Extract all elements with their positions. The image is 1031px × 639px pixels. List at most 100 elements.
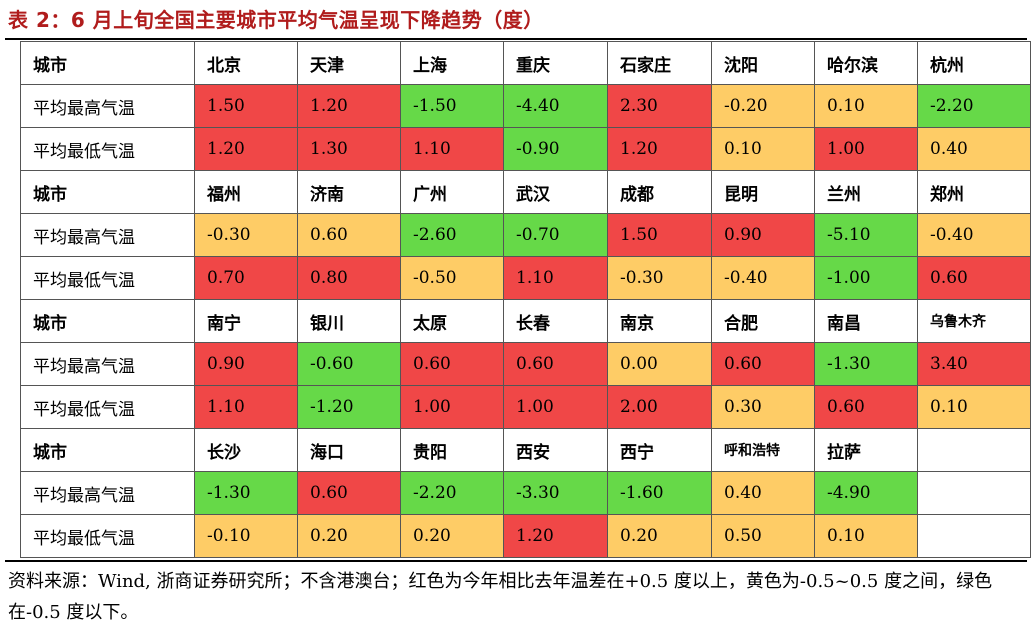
city-name: 长春 (503, 299, 608, 343)
city-name: 石家庄 (607, 41, 712, 85)
city-name: 兰州 (814, 170, 918, 214)
row-label: 平均最低气温 (20, 385, 195, 429)
city-name: 呼和浩特 (711, 428, 815, 472)
temperature-cell: 0.90 (194, 342, 298, 386)
city-header-label: 城市 (20, 41, 195, 85)
row-label: 平均最高气温 (20, 213, 195, 257)
city-name: 拉萨 (814, 428, 918, 472)
table-row: 平均最低气温 -0.10 0.20 0.20 1.20 0.20 0.50 0.10 (20, 514, 1031, 558)
temperature-cell: 1.20 (503, 514, 608, 558)
city-name: 银川 (297, 299, 401, 343)
city-name: 重庆 (503, 41, 608, 85)
city-name: 天津 (297, 41, 401, 85)
temperature-cell: -0.90 (503, 127, 608, 171)
temperature-cell: 0.20 (400, 514, 504, 558)
city-name: 西安 (503, 428, 608, 472)
city-name: 福州 (194, 170, 298, 214)
temperature-cell: 0.10 (814, 84, 918, 128)
city-header-row: 城市 北京 天津 上海 重庆 石家庄 沈阳 哈尔滨 杭州 (20, 41, 1031, 85)
temperature-cell: 1.30 (297, 127, 401, 171)
city-name: 广州 (400, 170, 504, 214)
temperature-cell: -0.70 (503, 213, 608, 257)
city-name: 上海 (400, 41, 504, 85)
temperature-cell: 0.80 (297, 256, 401, 300)
city-name: 武汉 (503, 170, 608, 214)
temperature-cell: -1.30 (194, 471, 298, 515)
city-name: 昆明 (711, 170, 815, 214)
temperature-cell: -0.30 (194, 213, 298, 257)
city-header-label: 城市 (20, 428, 195, 472)
city-name: 贵阳 (400, 428, 504, 472)
temperature-cell: -2.60 (400, 213, 504, 257)
city-name: 合肥 (711, 299, 815, 343)
temperature-cell: 0.60 (400, 342, 504, 386)
temperature-cell: 1.20 (194, 127, 298, 171)
city-name: 杭州 (917, 41, 1031, 85)
temperature-cell: -3.30 (503, 471, 608, 515)
temperature-cell (917, 514, 1031, 558)
table-row: 平均最低气温 0.70 0.80 -0.50 1.10 -0.30 -0.40 -1.00 0.… (20, 256, 1031, 300)
temperature-cell: 1.10 (194, 385, 298, 429)
temperature-cell: -1.30 (814, 342, 918, 386)
city-name: 西宁 (607, 428, 712, 472)
city-header-row: 城市 南宁 银川 太原 长春 南京 合肥 南昌 乌鲁木齐 (20, 299, 1031, 343)
temperature-cell: 1.00 (503, 385, 608, 429)
table-body: 城市 北京 天津 上海 重庆 石家庄 沈阳 哈尔滨 杭州 平均最高气温 1.50 1.20 -1.50-… (20, 41, 1031, 558)
city-name: 北京 (194, 41, 298, 85)
temperature-cell: 0.00 (607, 342, 712, 386)
temperature-cell: 0.10 (711, 127, 815, 171)
city-header-row: 城市 福州 济南 广州 武汉 成都 昆明 兰州 郑州 (20, 170, 1031, 214)
city-name: 长沙 (194, 428, 298, 472)
table-title: 表 2：6 月上旬全国主要城市平均气温呈现下降趋势（度） (8, 8, 544, 32)
city-name: 沈阳 (711, 41, 815, 85)
row-label: 平均最低气温 (20, 127, 195, 171)
city-header-row: 城市 长沙 海口 贵阳 西安 西宁 呼和浩特 拉萨 (20, 428, 1031, 472)
temperature-cell: 0.10 (814, 514, 918, 558)
temperature-cell: -0.20 (711, 84, 815, 128)
city-name: 南宁 (194, 299, 298, 343)
temperature-cell: 0.60 (711, 342, 815, 386)
temperature-cell: -0.50 (400, 256, 504, 300)
temperature-cell: 1.00 (400, 385, 504, 429)
temperature-cell: -1.00 (814, 256, 918, 300)
temperature-cell (917, 471, 1031, 515)
table-row: 平均最高气温 1.50 1.20 -1.50 -4.40 2.30 -0.20 0.10 -2.… (20, 84, 1031, 128)
temperature-cell: -4.90 (814, 471, 918, 515)
city-name (917, 428, 1031, 472)
source-note: 资料来源：Wind, 浙商证券研究所；不含港澳台；红色为今年相比去年温差在+0.… (8, 571, 993, 623)
temperature-cell: 0.50 (711, 514, 815, 558)
temperature-cell: -1.60 (607, 471, 712, 515)
city-name: 海口 (297, 428, 401, 472)
temperature-cell: 0.30 (711, 385, 815, 429)
city-name: 济南 (297, 170, 401, 214)
temperature-cell: -2.20 (917, 84, 1031, 128)
temperature-cell: -4.40 (503, 84, 608, 128)
row-label: 平均最高气温 (20, 84, 195, 128)
city-name: 南昌 (814, 299, 918, 343)
temperature-cell: -0.40 (711, 256, 815, 300)
temperature-cell: 0.60 (297, 471, 401, 515)
temperature-cell: 0.20 (297, 514, 401, 558)
temperature-cell: -0.30 (607, 256, 712, 300)
temperature-cell: 1.20 (297, 84, 401, 128)
temperature-cell: 1.00 (814, 127, 918, 171)
temperature-cell: 3.40 (917, 342, 1031, 386)
city-name: 南京 (607, 299, 712, 343)
table-row: 平均最高气温 -0.30 0.60 -2.60 -0.70 1.50 0.90 -5.10 -0… (20, 213, 1031, 257)
city-name: 太原 (400, 299, 504, 343)
row-label: 平均最低气温 (20, 256, 195, 300)
temperature-cell: 0.20 (607, 514, 712, 558)
temperature-cell: 1.10 (400, 127, 504, 171)
temperature-cell: 1.50 (607, 213, 712, 257)
temperature-cell: 0.60 (297, 213, 401, 257)
table-row: 平均最低气温 1.20 1.30 1.10 -0.90 1.20 0.10 1.00 0.40 (20, 127, 1031, 171)
temperature-cell: 0.60 (503, 342, 608, 386)
temperature-cell: 0.10 (917, 385, 1031, 429)
temperature-cell: -2.20 (400, 471, 504, 515)
temperature-cell: -0.10 (194, 514, 298, 558)
bottom-rule (5, 560, 1027, 562)
temperature-cell: 0.60 (814, 385, 918, 429)
temperature-cell: -0.60 (297, 342, 401, 386)
table-row: 平均最高气温 -1.30 0.60 -2.20 -3.30 -1.60 0.40 -4.90 (20, 471, 1031, 515)
temperature-cell: 0.70 (194, 256, 298, 300)
